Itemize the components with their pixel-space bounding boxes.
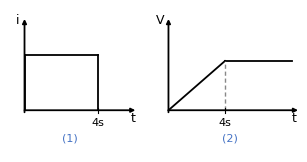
Text: 4s: 4s: [219, 118, 231, 128]
Text: i: i: [16, 14, 19, 27]
Text: V: V: [156, 14, 165, 27]
Text: t: t: [130, 112, 135, 125]
Text: (2): (2): [222, 134, 238, 144]
Text: 4s: 4s: [91, 118, 104, 128]
Text: t: t: [291, 112, 296, 125]
Text: (1): (1): [62, 134, 78, 144]
